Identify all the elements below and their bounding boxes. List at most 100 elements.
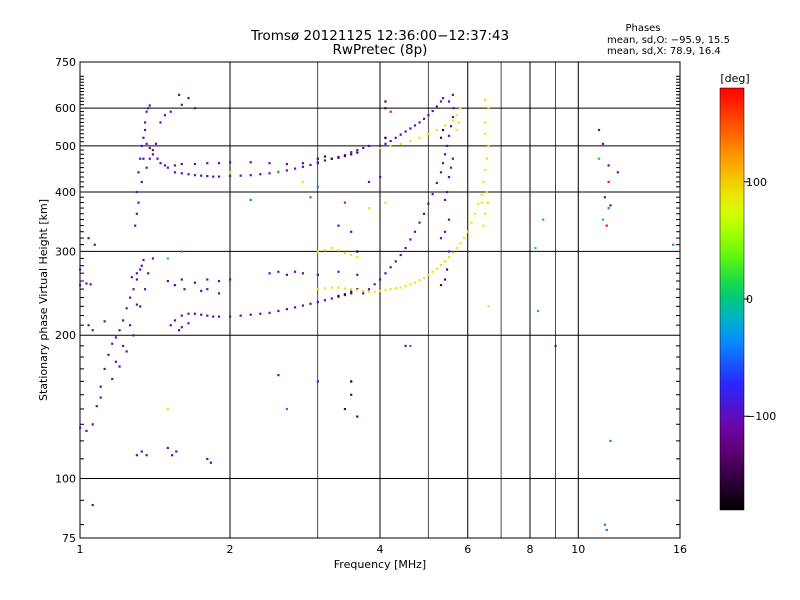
data-point (180, 314, 183, 317)
data-point (217, 292, 221, 295)
data-point (135, 212, 138, 215)
colorbar-tick-label: −100 (746, 410, 776, 423)
data-point (597, 128, 601, 132)
data-point (601, 142, 605, 145)
data-point (409, 139, 412, 143)
data-point (147, 107, 150, 110)
data-point (389, 139, 392, 143)
data-point (443, 278, 447, 281)
data-point (373, 290, 376, 293)
data-point (166, 280, 169, 283)
y-tick-label: 500 (55, 140, 76, 153)
data-point (173, 319, 177, 322)
data-point (200, 313, 203, 316)
data-point (166, 407, 169, 411)
data-point (603, 523, 606, 526)
data-point (350, 290, 353, 293)
data-point (409, 127, 412, 130)
data-point (147, 272, 150, 275)
data-point (173, 284, 177, 287)
data-point (605, 528, 608, 532)
x-tick-label: 8 (527, 543, 534, 556)
stats-heading: Phases (625, 23, 660, 34)
data-point (140, 450, 143, 453)
data-point (132, 334, 135, 337)
data-point (137, 171, 140, 174)
data-point (200, 174, 203, 177)
data-point (536, 309, 540, 313)
x-tick-label: 4 (377, 543, 384, 556)
data-point (542, 218, 545, 221)
data-point (87, 237, 90, 240)
data-point (79, 426, 82, 429)
data-point (91, 423, 94, 426)
data-point (435, 105, 438, 108)
data-point (379, 146, 382, 150)
data-point (323, 159, 327, 162)
data-point (449, 166, 453, 169)
data-point (477, 202, 480, 205)
data-point (337, 249, 340, 252)
data-point (447, 256, 451, 259)
data-point (79, 284, 82, 287)
data-point (118, 329, 121, 332)
data-point (451, 93, 455, 96)
data-point (229, 278, 232, 281)
data-point (367, 288, 371, 291)
data-point (350, 292, 353, 295)
data-point (132, 288, 135, 291)
data-point (206, 314, 209, 317)
data-point (316, 161, 319, 164)
data-point (163, 164, 167, 167)
data-point (301, 180, 305, 184)
data-point (487, 107, 490, 110)
data-point (323, 299, 327, 302)
data-point (330, 157, 333, 160)
data-point (362, 289, 365, 292)
data-point (217, 315, 221, 318)
data-point (95, 405, 98, 408)
data-point (217, 162, 221, 165)
data-point (142, 157, 145, 160)
data-point (217, 175, 221, 178)
data-point (171, 454, 174, 457)
data-point (486, 201, 489, 204)
data-point (145, 110, 148, 113)
data-point (316, 185, 319, 189)
data-point (609, 204, 612, 207)
data-point (145, 142, 148, 145)
data-point (129, 324, 132, 327)
data-point (212, 175, 215, 178)
data-point (394, 136, 397, 139)
data-point (379, 175, 382, 179)
data-point (163, 114, 167, 117)
data-point (330, 286, 333, 289)
data-point (463, 237, 466, 240)
data-point (389, 144, 392, 148)
data-point (206, 278, 209, 281)
data-point (418, 121, 421, 124)
data-point (470, 221, 473, 224)
data-point (135, 278, 138, 281)
data-point (451, 119, 455, 122)
data-point (367, 180, 371, 184)
data-point (350, 253, 353, 257)
data-point (413, 281, 417, 284)
data-point (487, 144, 490, 148)
data-point (451, 157, 455, 160)
data-point (180, 103, 183, 106)
data-point (443, 153, 447, 156)
data-point (607, 180, 610, 184)
data-point (337, 224, 340, 227)
data-point (122, 344, 125, 348)
data-point (187, 322, 190, 325)
data-point (399, 133, 402, 136)
x-tick-label: 2 (227, 543, 234, 556)
data-point (111, 377, 114, 381)
data-point (187, 173, 190, 176)
data-point (169, 110, 172, 113)
data-point (337, 156, 340, 159)
data-point (384, 100, 387, 103)
data-point (277, 171, 280, 174)
data-point (217, 280, 221, 283)
